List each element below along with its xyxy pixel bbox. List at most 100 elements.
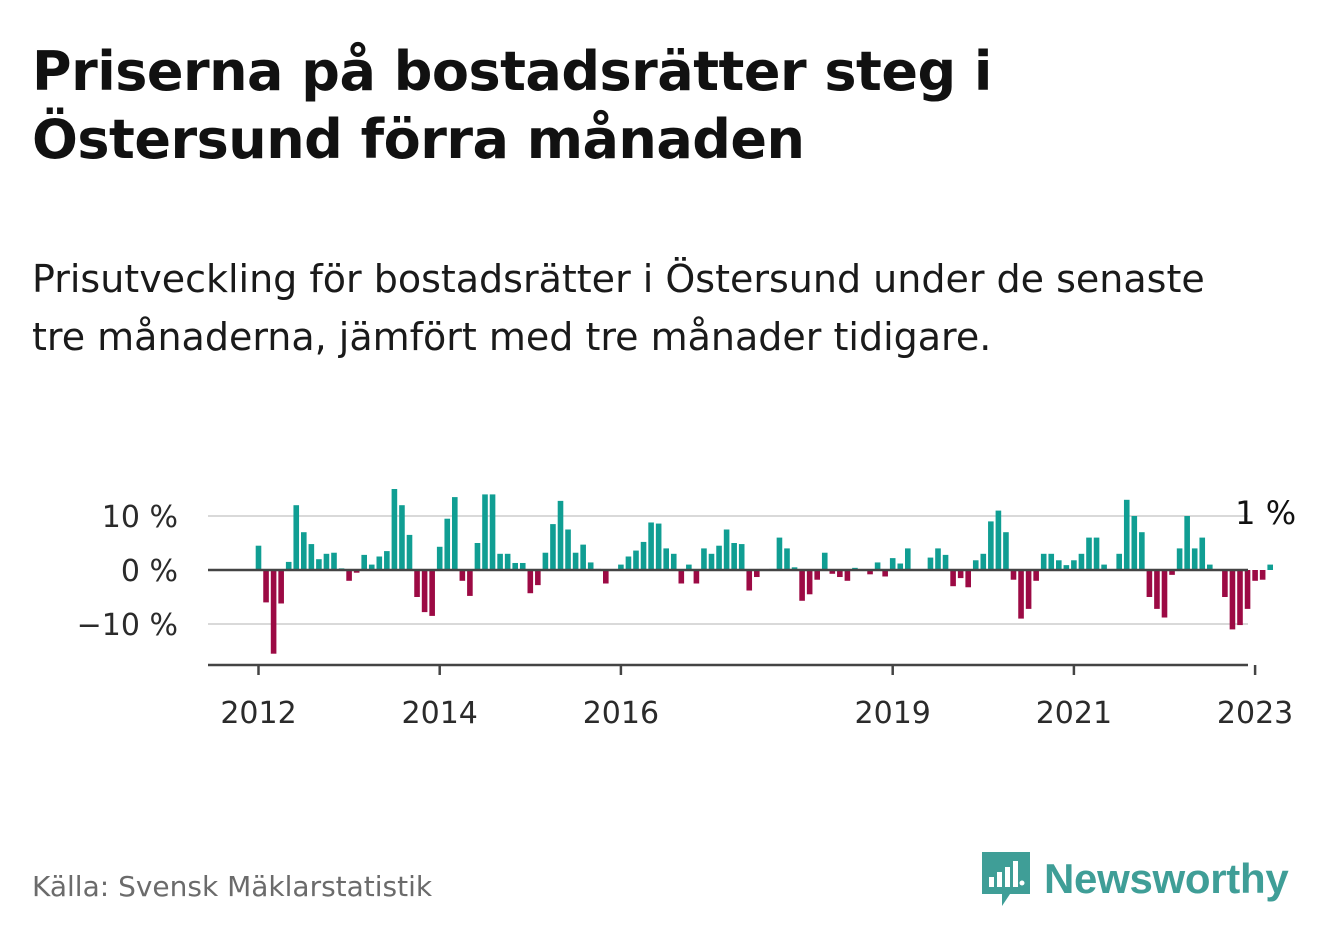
y-tick-label: 10 % [102,500,178,535]
bar-chart: 10 % 0 % −10 % 2012 2014 2016 2019 2021 2023 1 % [77,489,1296,731]
bar [889,558,896,570]
bar [346,570,352,581]
bar [1018,570,1024,619]
bar [935,548,941,570]
bar [1123,499,1130,570]
bar [497,553,503,570]
bar [278,570,284,604]
axes-layer [208,568,1257,675]
bar [285,561,292,570]
bar [368,564,375,570]
bar [1003,532,1009,570]
bar [844,570,851,581]
x-tick-label: 2012 [220,696,296,731]
bar [1267,564,1273,570]
bar [519,562,526,570]
bar [414,570,420,597]
bar [693,570,700,584]
bar [821,552,828,570]
bar [270,570,277,654]
bar [323,553,330,570]
bar [723,529,730,570]
bar [293,505,300,570]
bar [633,550,639,570]
bar [746,570,753,591]
bar [467,570,473,596]
bars-layer [255,489,1273,654]
bar [1040,553,1047,570]
bar [1139,532,1145,570]
bar [716,545,722,570]
bar [648,522,654,570]
bar [942,554,949,570]
bar [444,518,451,570]
bar [572,552,579,570]
bar [1191,548,1198,570]
bar [874,562,881,570]
bar [972,560,979,570]
bar [353,570,360,573]
bar [867,570,873,575]
bar [754,570,760,578]
bar [474,543,481,570]
bar [1131,516,1138,570]
bar [625,556,632,570]
bar [255,545,262,570]
bar [905,548,911,570]
bar [436,546,443,570]
bar [1033,570,1039,581]
bar [1146,570,1153,597]
bar [995,510,1002,570]
bar [1056,560,1062,570]
brand[interactable]: Newsworthy [980,850,1289,908]
bar [950,570,956,587]
bar [1244,570,1251,609]
bar [1093,537,1100,570]
grid-layer [208,515,1248,625]
bar [980,553,987,570]
x-tick-label: 2019 [855,696,931,731]
bar [429,570,435,616]
bar [927,557,934,570]
bar [1078,553,1085,570]
bar [663,548,669,570]
bar [527,570,534,594]
bar [1199,537,1206,570]
bar [376,556,383,570]
bar [1063,565,1070,570]
x-tick-label: 2021 [1036,696,1112,731]
bar [806,570,813,595]
bar [1176,548,1183,570]
bar [776,537,783,570]
bar [1237,570,1243,626]
bar [731,543,737,570]
source-note: Källa: Svensk Mäklarstatistik [32,870,433,903]
bar [701,548,707,570]
bar [384,551,390,570]
bar [391,489,398,570]
bar [791,567,798,570]
bar [1169,570,1175,575]
bar [678,570,685,584]
bar [603,570,609,584]
bar [1222,570,1228,597]
bar [316,559,322,570]
latest-value-label: 1 % [1235,494,1296,532]
bar [482,494,488,570]
x-tick-label: 2023 [1217,696,1293,731]
x-tick-label: 2016 [583,696,659,731]
bar [1010,570,1017,580]
bar [1048,553,1055,570]
bar [1154,570,1160,609]
bar [1259,570,1266,580]
brand-name: Newsworthy [1044,855,1289,902]
bar [686,564,692,570]
bar [263,570,269,603]
bar [618,564,624,570]
bar [708,553,715,570]
bar [399,505,405,570]
bar [1184,516,1190,570]
y-tick-label: 0 % [121,554,178,589]
bar [1071,560,1077,570]
bar [1025,570,1032,609]
